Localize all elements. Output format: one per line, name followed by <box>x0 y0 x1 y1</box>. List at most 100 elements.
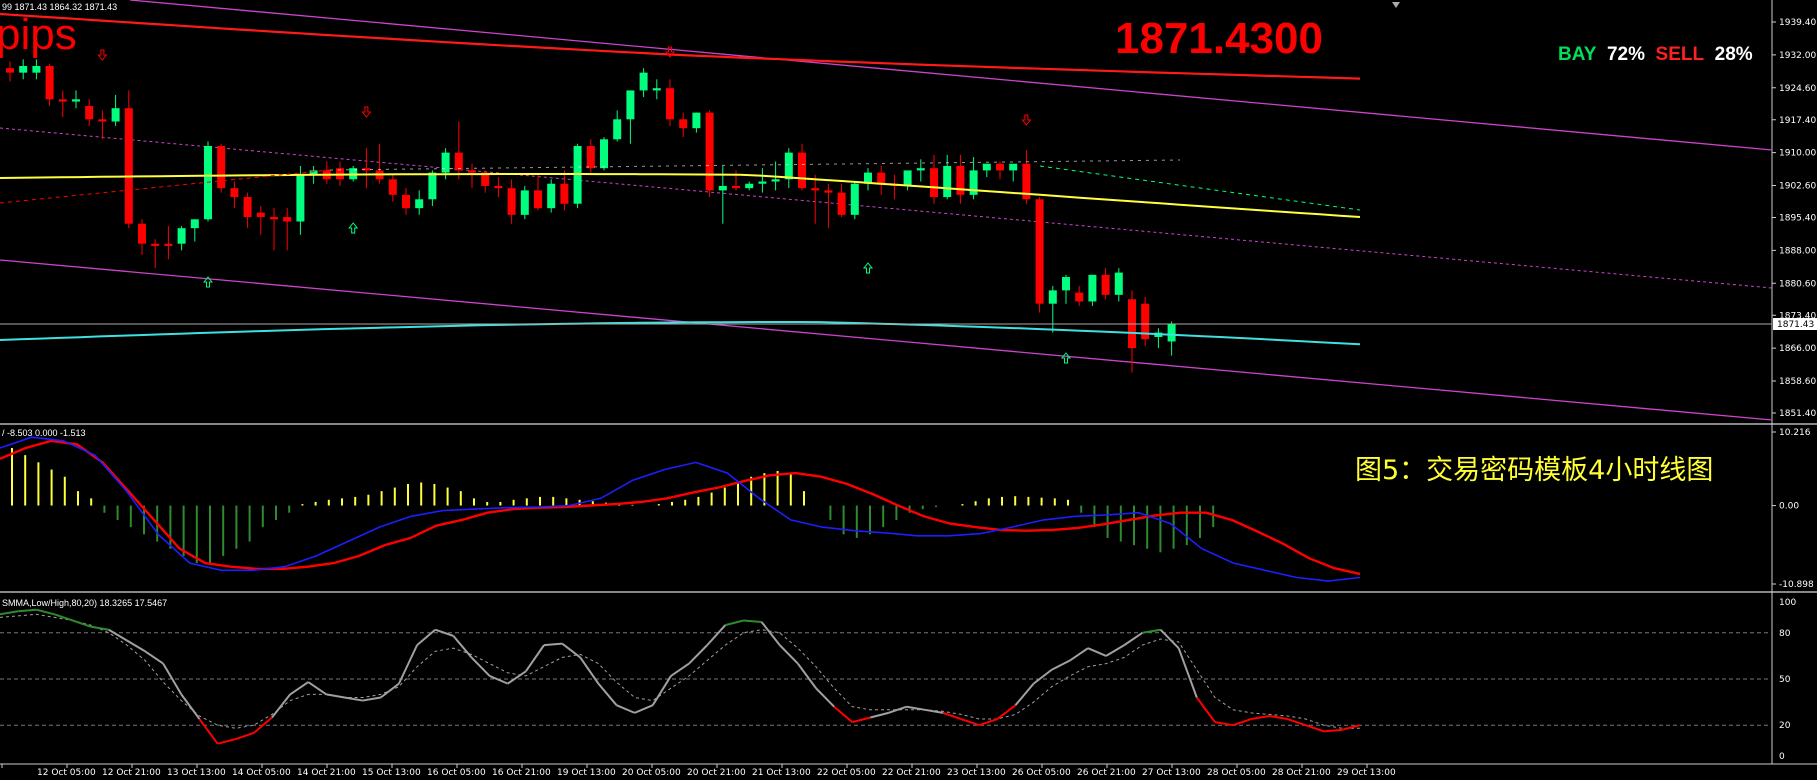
candle-body <box>138 223 146 244</box>
candle-body <box>1022 163 1031 200</box>
candle-body <box>415 199 424 209</box>
time-axis-label: 28 Oct 05:00 <box>1207 768 1266 778</box>
stochastic-main-segment <box>760 621 781 646</box>
candle-body <box>943 165 952 198</box>
stochastic-main-segment <box>126 639 146 653</box>
stochastic-axis-label: 50 <box>1779 675 1791 685</box>
candle-body <box>666 88 674 120</box>
price-axis-label: 1888.00 <box>1779 246 1816 256</box>
trend-dash-red <box>0 169 331 204</box>
stochastic-main-segment <box>108 628 128 642</box>
stochastic-main-segment <box>1032 668 1053 685</box>
stochastic-main-segment <box>651 675 672 706</box>
stochastic-main-segment <box>1105 644 1125 657</box>
stochastic-main-segment <box>326 693 345 699</box>
candle-body <box>534 190 542 209</box>
candle-body <box>850 183 859 215</box>
time-axis-label: 14 Oct 21:00 <box>297 768 356 778</box>
stochastic-main-segment <box>380 682 400 699</box>
candle-body <box>916 168 925 171</box>
candle-body <box>520 190 529 215</box>
stochastic-main-segment <box>1069 647 1089 662</box>
stochastic-main-segment <box>815 687 835 708</box>
stochastic-main-segment <box>996 704 1017 720</box>
channel-lower-line <box>0 259 1773 421</box>
buy-arrow-icon <box>348 222 359 234</box>
candle-body <box>626 90 635 120</box>
buy-arrow-icon <box>202 276 214 288</box>
stochastic-main-segment <box>289 681 309 696</box>
time-axis-label: 20 Oct 21:00 <box>687 768 746 778</box>
price-axis-label: 1880.60 <box>1779 279 1816 289</box>
candle-body <box>283 217 292 222</box>
moving-average-slow <box>0 12 1361 80</box>
stochastic-main-segment <box>870 711 889 719</box>
candle-body <box>930 168 938 198</box>
price-axis-label: 1851.40 <box>1779 409 1816 419</box>
stochastic-main-segment <box>1014 682 1035 706</box>
candle-body <box>217 145 226 189</box>
time-axis-label: 19 Oct 13:00 <box>557 768 616 778</box>
candle-body <box>996 163 1004 171</box>
stochastic-main-segment <box>852 716 871 724</box>
price-axis-label: 1939.40 <box>1779 18 1816 28</box>
macd-pane-header: / -8.503 0.000 -1.513 <box>2 428 86 438</box>
sell-value: 28% <box>1714 44 1753 65</box>
time-axis-label: 15 Oct 13:00 <box>362 768 421 778</box>
stochastic-main-segment <box>525 644 545 672</box>
price-axis-label: 1902.60 <box>1779 182 1816 192</box>
price-axis-label: 1895.40 <box>1779 214 1816 224</box>
candle-body <box>600 139 608 169</box>
candle-body <box>243 197 252 218</box>
sell-arrow-icon <box>1021 114 1032 126</box>
stochastic-main-segment <box>1269 714 1288 721</box>
stochastic-main-segment <box>942 711 962 720</box>
stochastic-main-segment <box>634 704 654 714</box>
stochastic-main-segment <box>743 619 762 624</box>
price-axis-label: 1924.60 <box>1779 84 1816 94</box>
candle-body <box>1075 292 1084 302</box>
time-axis-label: 26 Oct 21:00 <box>1077 768 1136 778</box>
candle-body <box>441 152 450 173</box>
candle-body <box>388 179 397 195</box>
macd-axis-label: -10.898 <box>1779 580 1814 590</box>
stochastic-main-segment <box>978 718 998 727</box>
candle-body <box>784 152 793 180</box>
candle-body <box>270 217 278 220</box>
candle-body <box>745 183 754 189</box>
trend-dash-green <box>1039 165 1361 211</box>
time-axis-label: 27 Oct 13:00 <box>1142 768 1201 778</box>
stochastic-main-segment <box>725 619 744 627</box>
stochastic-main-segment <box>54 613 73 622</box>
candle-body <box>652 88 661 91</box>
stochastic-main-segment <box>960 718 980 727</box>
current-price-tag <box>1773 318 1817 331</box>
candle-body <box>903 170 912 186</box>
candle-body <box>1101 274 1110 295</box>
candle-body <box>771 179 780 182</box>
stochastic-main-segment <box>670 662 690 677</box>
candle-body <box>164 243 173 246</box>
candle-body <box>309 170 318 175</box>
channel-upper-line <box>129 0 1773 151</box>
sell-arrow-icon <box>97 49 108 61</box>
candle-body <box>507 188 516 215</box>
candle-body <box>798 152 806 189</box>
candle-body <box>454 152 463 171</box>
candle-body <box>468 170 476 173</box>
time-axis-label: 16 Oct 05:00 <box>427 768 486 778</box>
candle-body <box>982 163 991 171</box>
buy-arrow-icon <box>1060 352 1072 364</box>
stochastic-main-segment <box>344 696 363 702</box>
moving-average-low <box>0 321 1361 346</box>
stochastic-main-segment <box>1287 718 1306 727</box>
stochastic-pane-header: SMMA,Low/High,80,20) 18.3265 17.5467 <box>2 598 168 608</box>
candle-body <box>85 105 94 120</box>
time-axis-label: 20 Oct 05:00 <box>622 768 681 778</box>
pips-label: pips <box>0 10 77 59</box>
candle-body <box>1114 272 1123 295</box>
time-axis-label: 23 Oct 13:00 <box>947 768 1006 778</box>
price-axis-label: 1858.60 <box>1779 377 1816 387</box>
stochastic-main-segment <box>253 716 273 734</box>
